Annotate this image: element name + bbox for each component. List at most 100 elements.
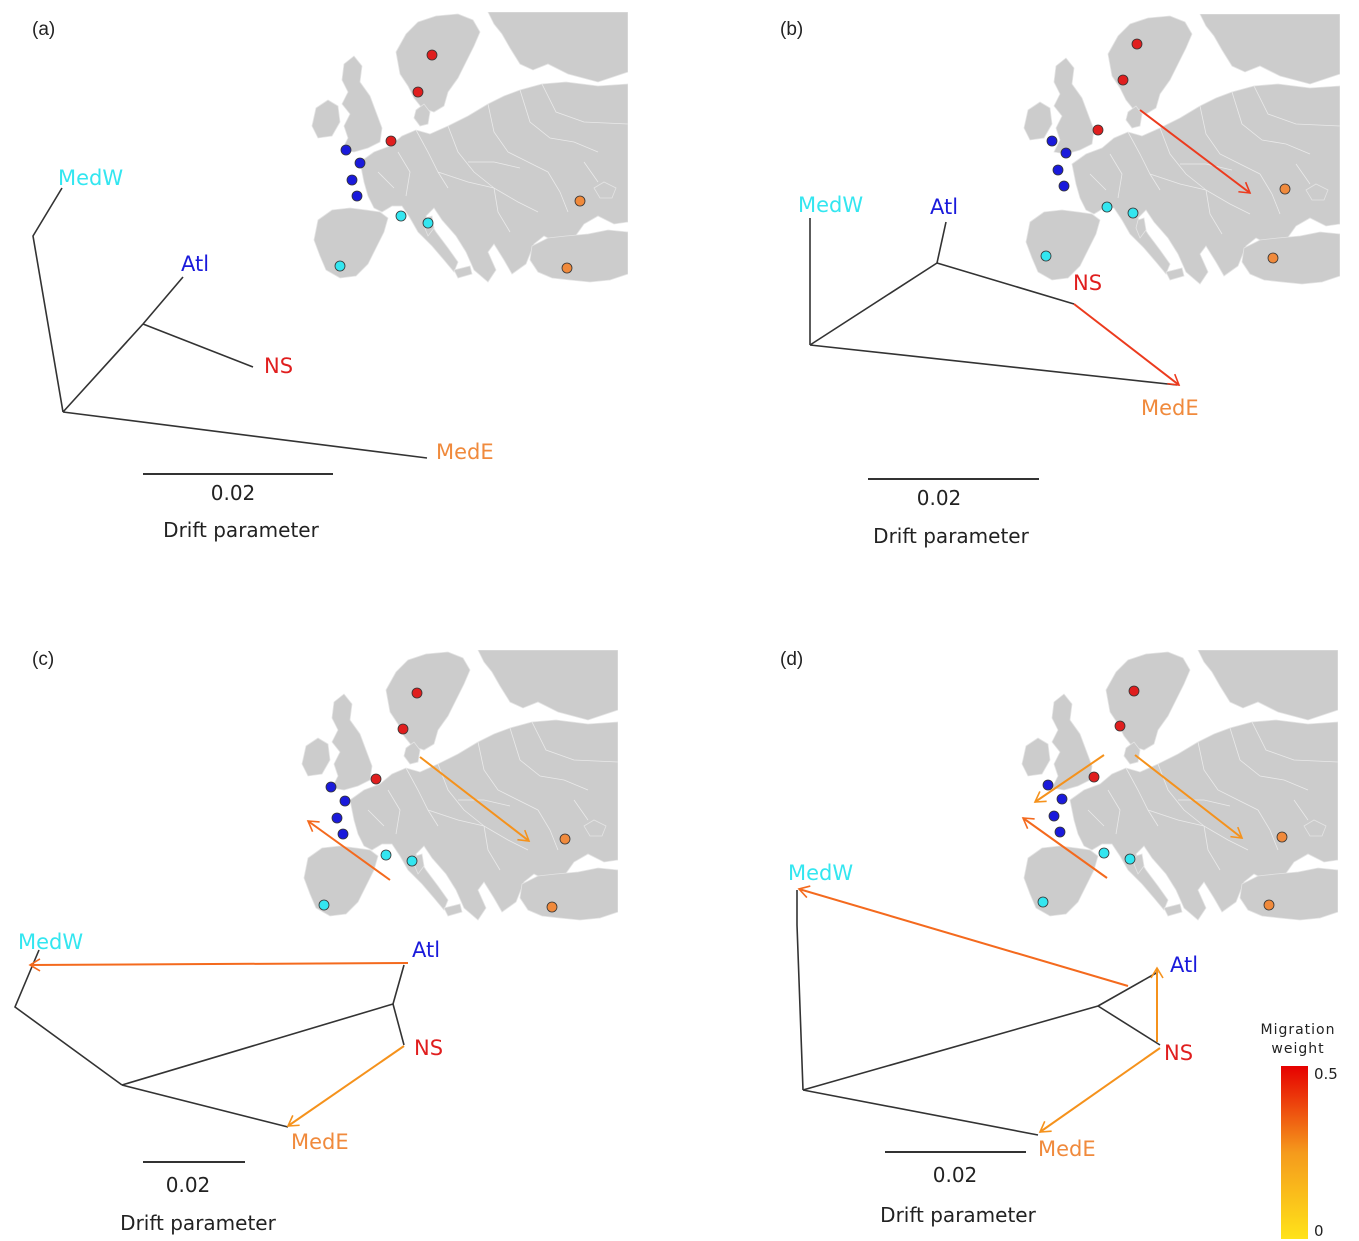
map-migration-arrow	[306, 820, 391, 881]
site-medw	[1101, 201, 1113, 213]
scale-value-d: 0.02	[933, 1163, 978, 1187]
site-mede	[574, 195, 586, 207]
site-ns	[1088, 771, 1100, 783]
branch-atl	[392, 964, 405, 1005]
panel-label-a: (a)	[32, 19, 55, 40]
branch-medw	[14, 949, 123, 1086]
pop-label-atl: Atl	[930, 195, 958, 219]
site-atl	[346, 174, 358, 186]
branch-ns	[392, 1003, 405, 1046]
site-ns	[1117, 74, 1129, 86]
legend-min: 0	[1314, 1222, 1324, 1240]
sample-sites-d	[1037, 685, 1288, 911]
legend-title-line2: weight	[1271, 1041, 1324, 1057]
site-medw	[1098, 847, 1110, 859]
site-mede	[1263, 899, 1275, 911]
site-mede	[546, 901, 558, 913]
migration-weight-legend: Migration weight 0.5 0	[1260, 1022, 1337, 1240]
pop-label-mede: MedE	[1141, 396, 1199, 420]
site-atl	[339, 795, 351, 807]
pop-label-medw: MedW	[798, 193, 863, 217]
panel-label-b: (b)	[780, 19, 803, 40]
map-migration-arrow	[419, 756, 531, 842]
branch-ns	[142, 323, 254, 368]
site-mede	[1276, 831, 1288, 843]
scale-label-a: Drift parameter	[163, 518, 319, 542]
site-atl	[337, 828, 349, 840]
pop-label-ns: NS	[1164, 1041, 1193, 1065]
site-atl	[1054, 826, 1066, 838]
pop-label-atl: Atl	[181, 252, 209, 276]
site-ns	[397, 723, 409, 735]
site-atl	[354, 157, 366, 169]
branch-mede	[121, 1084, 289, 1128]
scale-label-c: Drift parameter	[120, 1211, 276, 1235]
map-migration-arrow	[1134, 754, 1244, 839]
pop-label-mede: MedE	[1038, 1137, 1096, 1161]
branch-atl	[936, 221, 947, 264]
europe-map-c	[301, 650, 618, 921]
legend-max: 0.5	[1314, 1065, 1338, 1083]
map-migration-arrow	[1033, 754, 1105, 803]
branch-internal	[121, 1003, 394, 1086]
tree-b	[809, 218, 1178, 386]
site-ns	[411, 687, 423, 699]
map-migration-arrow	[1021, 817, 1108, 879]
sample-sites-a	[334, 49, 586, 274]
panel-a: (a) MedW Atl NS MedE 0.02 D	[32, 12, 628, 542]
site-medw	[1040, 250, 1052, 262]
migration-arrow-atl-medw	[28, 958, 409, 972]
site-atl	[1046, 135, 1058, 147]
site-atl	[331, 812, 343, 824]
branch-internal	[62, 323, 144, 413]
site-medw	[380, 849, 392, 861]
site-medw	[318, 899, 330, 911]
site-ns	[1131, 38, 1143, 50]
pop-label-medw: MedW	[18, 930, 83, 954]
scale-value-b: 0.02	[917, 486, 962, 510]
tree-c	[14, 949, 405, 1128]
pop-label-atl: Atl	[1170, 953, 1198, 977]
pop-label-mede: MedE	[436, 440, 494, 464]
pop-label-atl: Atl	[412, 938, 440, 962]
branch-medw	[796, 890, 804, 1091]
site-medw	[406, 855, 418, 867]
site-mede	[1279, 183, 1291, 195]
site-atl	[1056, 793, 1068, 805]
scale-label-b: Drift parameter	[873, 524, 1029, 548]
branch-internal	[802, 1005, 1099, 1091]
site-atl	[325, 781, 337, 793]
migration-arrow-atl-medw	[797, 885, 1129, 987]
site-mede	[1267, 252, 1279, 264]
scale-value-a: 0.02	[211, 481, 256, 505]
panel-b: (b) MedW Atl NS MedE	[780, 14, 1340, 548]
site-atl	[340, 144, 352, 156]
europe-map-b	[1023, 14, 1340, 285]
site-atl	[1060, 147, 1072, 159]
site-medw	[1124, 853, 1136, 865]
site-medw	[1037, 896, 1049, 908]
europe-map-d	[1021, 650, 1338, 921]
migration-arrow-ns-mede	[1038, 1047, 1161, 1133]
scale-label-d: Drift parameter	[880, 1203, 1036, 1227]
pop-label-medw: MedW	[58, 166, 123, 190]
branch-ns	[936, 262, 1075, 305]
site-medw	[422, 217, 434, 229]
legend-color-bar	[1281, 1066, 1308, 1239]
europe-map-a	[311, 12, 628, 283]
site-ns	[1092, 124, 1104, 136]
site-ns	[1128, 685, 1140, 697]
branch-medw	[32, 187, 64, 413]
site-ns	[385, 135, 397, 147]
site-medw	[1127, 207, 1139, 219]
site-ns	[370, 773, 382, 785]
panel-label-c: (c)	[32, 649, 54, 670]
panel-label-d: (d)	[780, 649, 803, 670]
pop-label-ns: NS	[414, 1036, 443, 1060]
tree-a	[32, 187, 428, 459]
branch-internal	[809, 262, 938, 346]
map-migration-arrow	[1139, 109, 1252, 194]
site-mede	[559, 833, 571, 845]
scale-value-c: 0.02	[166, 1173, 211, 1197]
